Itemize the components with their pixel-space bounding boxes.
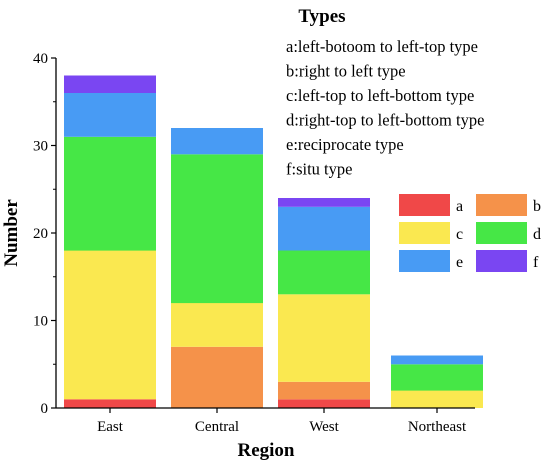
legend-key-label: f (533, 254, 539, 271)
y-tick-label: 20 (33, 226, 48, 242)
x-tick-label: Northeast (408, 419, 467, 435)
legend-swatch-c (399, 222, 450, 244)
legend-title: Types (298, 6, 345, 27)
legend-key-label: e (456, 254, 463, 271)
legend-description: c:left-top to left-bottom type (286, 86, 474, 105)
legend-key-label: c (456, 226, 463, 243)
y-axis-title: Number (1, 199, 22, 267)
y-tick-label: 10 (33, 314, 48, 330)
legend-descriptions: a:left-botoom to left-top type b:right to… (286, 37, 484, 179)
legend-description: a:left-botoom to left-top type (286, 37, 478, 56)
x-tick-label: West (309, 419, 339, 435)
legend-swatch-d (476, 222, 527, 244)
legend-description: d:right-top to left-bottom type (286, 111, 484, 130)
x-tick-label: Central (195, 419, 239, 435)
bar-segment-west-b (278, 381, 370, 400)
legend-swatch-f (476, 250, 527, 272)
legend-keys: a b c d e f (399, 194, 541, 272)
legend-description: e:reciprocate type (286, 135, 404, 154)
bar-segment-east-d (64, 136, 156, 251)
legend-description: b:right to left type (286, 62, 406, 81)
legend-key-label: d (533, 226, 541, 243)
bar-segment-northeast-d (391, 364, 483, 391)
legend-description: f:situ type (286, 160, 352, 179)
bar-segment-central-b (171, 346, 263, 409)
bar-segment-west-c (278, 294, 370, 382)
legend-key-label: b (533, 198, 541, 215)
x-tick-label: East (97, 419, 124, 435)
legend-key-label: a (456, 198, 463, 215)
bar-segment-west-a (278, 399, 370, 409)
bar-segment-east-f (64, 75, 156, 93)
legend-swatch-a (399, 194, 450, 216)
x-axis-title: Region (238, 440, 295, 461)
bar-segment-central-c (171, 303, 263, 347)
bars-layer (64, 75, 483, 409)
bar-segment-west-f (278, 198, 370, 207)
bar-segment-central-e (171, 128, 263, 155)
bar-segment-east-e (64, 93, 156, 137)
ticks-layer: East Central West Northeast 0 10 20 30 40 (33, 51, 467, 435)
bar-segment-central-d (171, 154, 263, 304)
legend-swatch-e (399, 250, 450, 272)
y-tick-label: 30 (33, 139, 48, 155)
bar-segment-east-a (64, 399, 156, 409)
bar-segment-northeast-c (391, 390, 483, 408)
bar-segment-west-d (278, 250, 370, 295)
bar-segment-west-e (278, 206, 370, 251)
bar-segment-northeast-e (391, 355, 483, 365)
bar-segment-east-c (64, 250, 156, 400)
y-tick-label: 0 (41, 401, 49, 417)
legend-swatch-b (476, 194, 527, 216)
y-tick-label: 40 (33, 51, 48, 67)
